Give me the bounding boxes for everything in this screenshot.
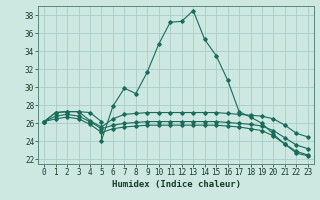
X-axis label: Humidex (Indice chaleur): Humidex (Indice chaleur) — [111, 180, 241, 189]
